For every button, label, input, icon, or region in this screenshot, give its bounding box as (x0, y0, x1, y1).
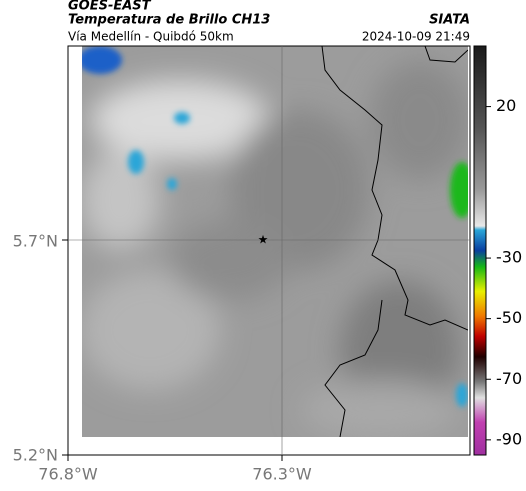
organization: SIATA (429, 13, 470, 28)
title: Temperatura de Brillo CH13 (68, 13, 270, 28)
subtitle: Vía Medellín - Quibdó 50km (68, 30, 234, 44)
timestamp: 2024-10-09 21:49 (362, 30, 470, 44)
map-frame (67, 45, 471, 456)
lat-tick-label: 5.7°N (13, 232, 58, 251)
colorbar-tick-label: 20 (496, 96, 516, 115)
source: GOES-EAST (68, 0, 152, 14)
lon-tick-label: 76.8°W (38, 465, 98, 484)
colorbar-tick-label: -90 (496, 429, 522, 448)
colorbar-tick-label: -70 (496, 369, 522, 388)
satellite-image (82, 46, 468, 437)
colorbar-tick-label: -50 (496, 308, 522, 327)
lon-tick-label: 76.3°W (252, 465, 312, 484)
lat-tick-label: 5.2°N (13, 446, 58, 465)
colorbar-tick-label: -30 (496, 248, 522, 267)
city-marker: ★ (258, 233, 269, 247)
colorbar (473, 45, 487, 456)
